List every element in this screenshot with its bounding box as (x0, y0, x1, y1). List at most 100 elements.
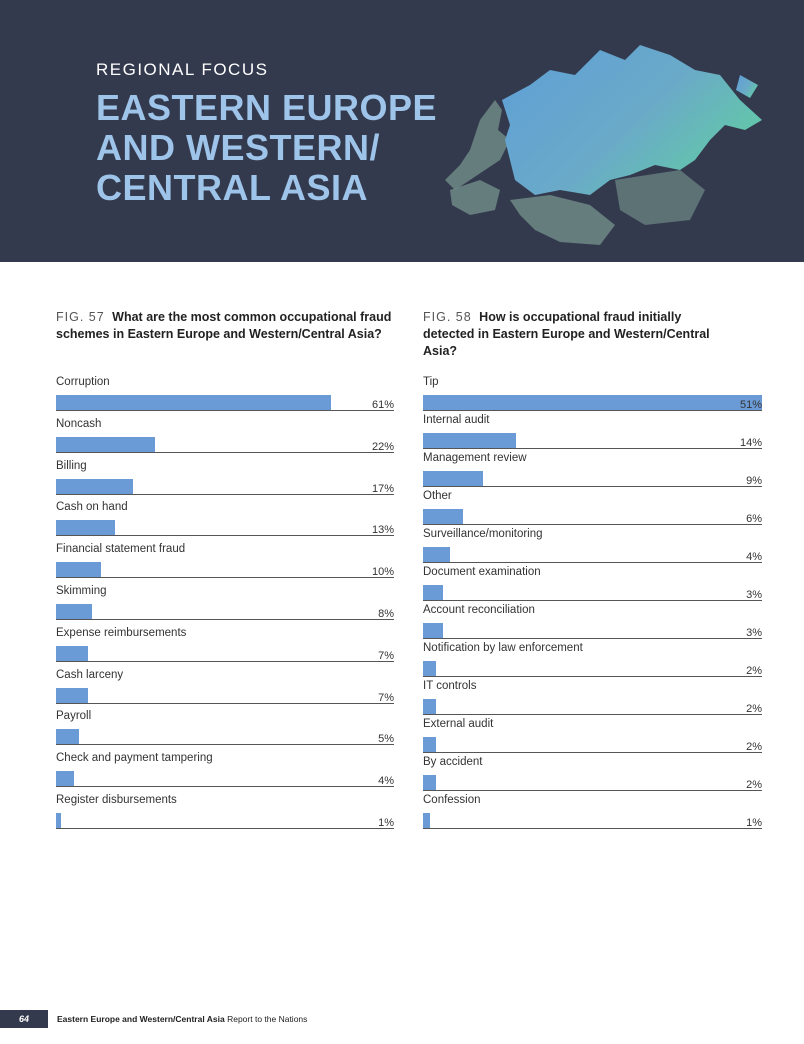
bar-label: Management review (423, 452, 527, 464)
bar-label: Cash on hand (56, 501, 128, 514)
bar-label: Noncash (56, 417, 102, 430)
row-divider (56, 451, 394, 453)
footer-publication: Report to the Nations (227, 1014, 308, 1024)
footer-section: Eastern Europe and Western/Central Asia (57, 1014, 225, 1024)
bar-label: Check and payment tampering (56, 752, 213, 765)
bar-label: Surveillance/monitoring (423, 528, 543, 540)
bar-value-label: 4% (746, 551, 762, 563)
chart1-row: Notification by law enforcement 2% (423, 642, 762, 682)
bar-value-label: 13% (371, 524, 394, 537)
chart1-row: Internal audit 14% (423, 414, 762, 454)
chart1-row: Tip 51% (423, 376, 762, 416)
row-divider (56, 786, 394, 788)
row-divider (423, 638, 762, 639)
chart1-row: By accident 2% (423, 756, 762, 796)
row-divider (423, 486, 762, 487)
page-title-line-2: AND WESTERN/ (96, 127, 380, 168)
row-divider (56, 660, 394, 662)
bar (423, 623, 443, 638)
bar-value-label: 1% (378, 817, 394, 829)
row-divider (423, 828, 762, 829)
chart1-row: Other 6% (423, 490, 762, 530)
bar (56, 436, 156, 452)
bar (423, 433, 517, 448)
bar-label: By accident (423, 756, 483, 768)
fig57-bar-chart: Corruption 61% Noncash 22% Billing 17% Cash on… (56, 376, 394, 836)
bar (423, 813, 430, 828)
bar-value-label: 3% (746, 627, 762, 639)
chart1-row: Confession 1% (423, 794, 762, 834)
page-title-line-3: CENTRAL ASIA (96, 167, 369, 208)
chart0-row: Register disbursements 1% (56, 794, 394, 834)
row-divider (56, 744, 394, 746)
page-title-line-1: EASTERN EUROPE (96, 87, 438, 128)
fig57-number: FIG. 57 (56, 310, 105, 324)
bar (56, 395, 331, 410)
bar-label: Other (423, 490, 452, 502)
bar-label: Cash larceny (56, 668, 124, 681)
bar (56, 729, 79, 745)
bar-value-label: 14% (739, 437, 762, 449)
row-divider (56, 828, 394, 829)
bar (56, 604, 93, 619)
fig57-title: FIG. 57 What are the most common occupat… (56, 309, 396, 343)
row-divider (423, 752, 762, 753)
bar-value-label: 3% (746, 589, 762, 601)
bar-value-label: 22% (371, 440, 394, 453)
bar (423, 509, 463, 524)
chart0-row: Cash on hand 13% (56, 501, 394, 541)
row-divider (423, 600, 762, 601)
bar-label: External audit (423, 718, 494, 730)
page-number: 64 (0, 1010, 48, 1028)
row-divider (423, 524, 762, 525)
bar (423, 547, 450, 562)
bar-label: Skimming (56, 585, 107, 597)
row-divider (56, 619, 394, 620)
bar (56, 645, 88, 661)
row-divider (423, 562, 762, 563)
row-divider (56, 702, 394, 704)
bar-label: Internal audit (423, 414, 490, 426)
fig58-title: FIG. 58 How is occupational fraud initia… (423, 309, 723, 360)
footer-text: Eastern Europe and Western/Central Asia … (57, 1014, 307, 1024)
chart0-row: Check and payment tampering 4% (56, 752, 394, 792)
bar-label: Financial statement fraud (56, 543, 186, 556)
bar-value-label: 2% (746, 741, 762, 753)
bar (56, 520, 115, 536)
bar-value-label: 4% (378, 775, 394, 788)
chart1-row: Surveillance/monitoring 4% (423, 528, 762, 568)
bar (423, 699, 437, 714)
chart0-row: Cash larceny 7% (56, 669, 394, 709)
bar (423, 775, 437, 790)
header-banner: REGIONAL FOCUS EASTERN EUROPE AND WESTER… (0, 0, 804, 262)
chart0-row: Payroll 5% (56, 710, 394, 750)
row-divider (423, 714, 762, 715)
bar-label: Payroll (56, 710, 92, 723)
bar-value-label: 9% (746, 475, 762, 487)
row-divider (56, 410, 394, 411)
bar-value-label: 2% (746, 703, 762, 715)
bar-label: Confession (423, 794, 481, 806)
bar-label: Account reconciliation (423, 604, 535, 616)
row-divider (423, 790, 762, 791)
bar-label: Notification by law enforcement (423, 642, 583, 654)
chart0-row: Financial statement fraud 10% (56, 543, 394, 583)
bar-value-label: 51% (739, 399, 762, 411)
bar-value-label: 61% (371, 399, 394, 411)
bar-value-label: 10% (371, 566, 394, 579)
bar-value-label: 8% (378, 608, 394, 620)
chart1-row: External audit 2% (423, 718, 762, 758)
bar (423, 395, 762, 410)
chart1-row: IT controls 2% (423, 680, 762, 720)
chart0-row: Noncash 22% (56, 418, 394, 458)
bar-value-label: 1% (746, 817, 762, 829)
bar-label: IT controls (423, 680, 477, 692)
bar-value-label: 7% (378, 649, 394, 662)
bar (56, 687, 88, 703)
bar (56, 562, 102, 578)
chart1-row: Management review 9% (423, 452, 762, 492)
bar-value-label: 7% (378, 691, 394, 704)
fig58-question: How is occupational fraud initially dete… (423, 310, 710, 358)
bar-label: Billing (56, 459, 87, 472)
fig57-question: What are the most common occupational fr… (56, 310, 392, 341)
